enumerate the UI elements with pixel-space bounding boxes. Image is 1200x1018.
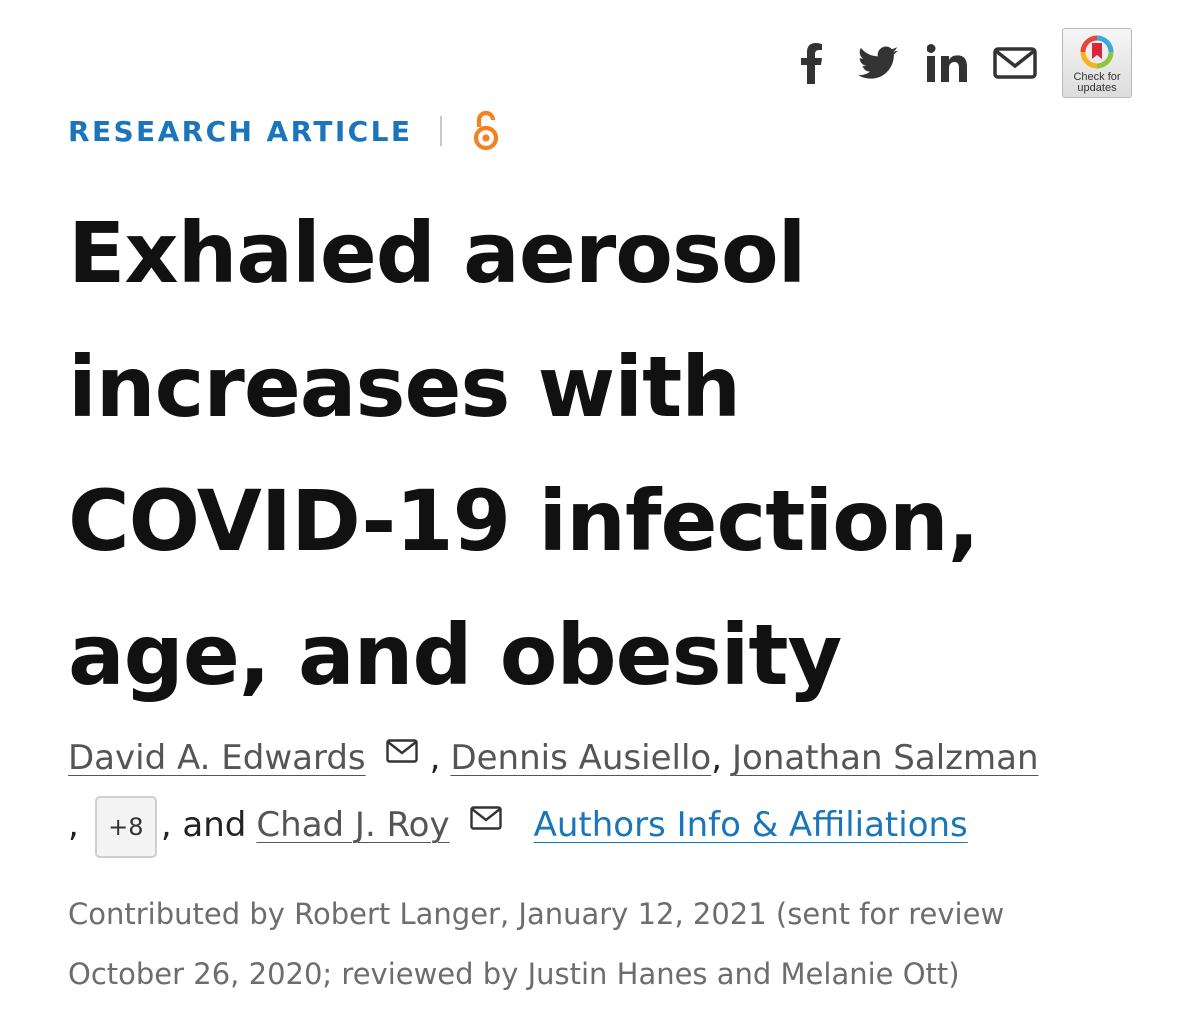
contribution-line: Contributed by Robert Langer, January 12… (68, 897, 1005, 931)
title-line: COVID-19 infection, (68, 472, 980, 570)
corresponding-author-mail-icon[interactable] (469, 806, 502, 830)
author-link-roy[interactable]: Chad J. Roy (256, 805, 450, 845)
author-list: David A. Edwards , Dennis Ausiello , Jon… (68, 730, 1158, 858)
show-more-authors-button[interactable]: +8 (94, 796, 157, 858)
author-link-edwards[interactable]: David A. Edwards (68, 738, 366, 778)
title-line: age, and obesity (68, 606, 842, 704)
authors-info-affiliations-link[interactable]: Authors Info & Affiliations (533, 805, 968, 845)
author-separator: , (68, 805, 79, 845)
author-separator-and: , and (160, 805, 247, 845)
mail-icon[interactable] (992, 33, 1038, 93)
crossmark-label-line1: Check for (1073, 71, 1121, 83)
facebook-icon[interactable] (794, 33, 830, 93)
article-title: Exhaled aerosol increases with COVID-19 … (68, 186, 1158, 722)
author-separator: , (429, 738, 441, 778)
article-type-label[interactable]: RESEARCH ARTICLE (68, 114, 413, 148)
contribution-line: October 26, 2020; reviewed by Justin Han… (68, 957, 960, 991)
title-line: Exhaled aerosol (68, 204, 806, 302)
author-line-2: , +8 , and Chad J. Roy Authors Info & Af… (68, 796, 1158, 858)
crossmark-check-for-updates[interactable]: Check for updates (1062, 28, 1132, 98)
twitter-icon[interactable] (856, 33, 900, 93)
crossmark-icon (1080, 35, 1114, 69)
author-separator: , (711, 738, 723, 778)
author-line-1: David A. Edwards , Dennis Ausiello , Jon… (68, 730, 1158, 786)
title-line: increases with (68, 338, 741, 436)
crossmark-label-line2: updates (1077, 82, 1117, 94)
article-type-bar: RESEARCH ARTICLE (68, 108, 500, 154)
type-divider (440, 116, 443, 146)
author-link-ausiello[interactable]: Dennis Ausiello (450, 738, 712, 778)
open-access-icon (474, 110, 499, 151)
linkedin-icon[interactable] (924, 33, 970, 93)
corresponding-author-mail-icon[interactable] (385, 739, 418, 763)
contribution-note: Contributed by Robert Langer, January 12… (68, 884, 1168, 1004)
author-link-salzman[interactable]: Jonathan Salzman (732, 738, 1039, 778)
crossmark-label: Check for updates (1067, 72, 1127, 94)
share-toolbar: Check for updates (794, 28, 1132, 98)
